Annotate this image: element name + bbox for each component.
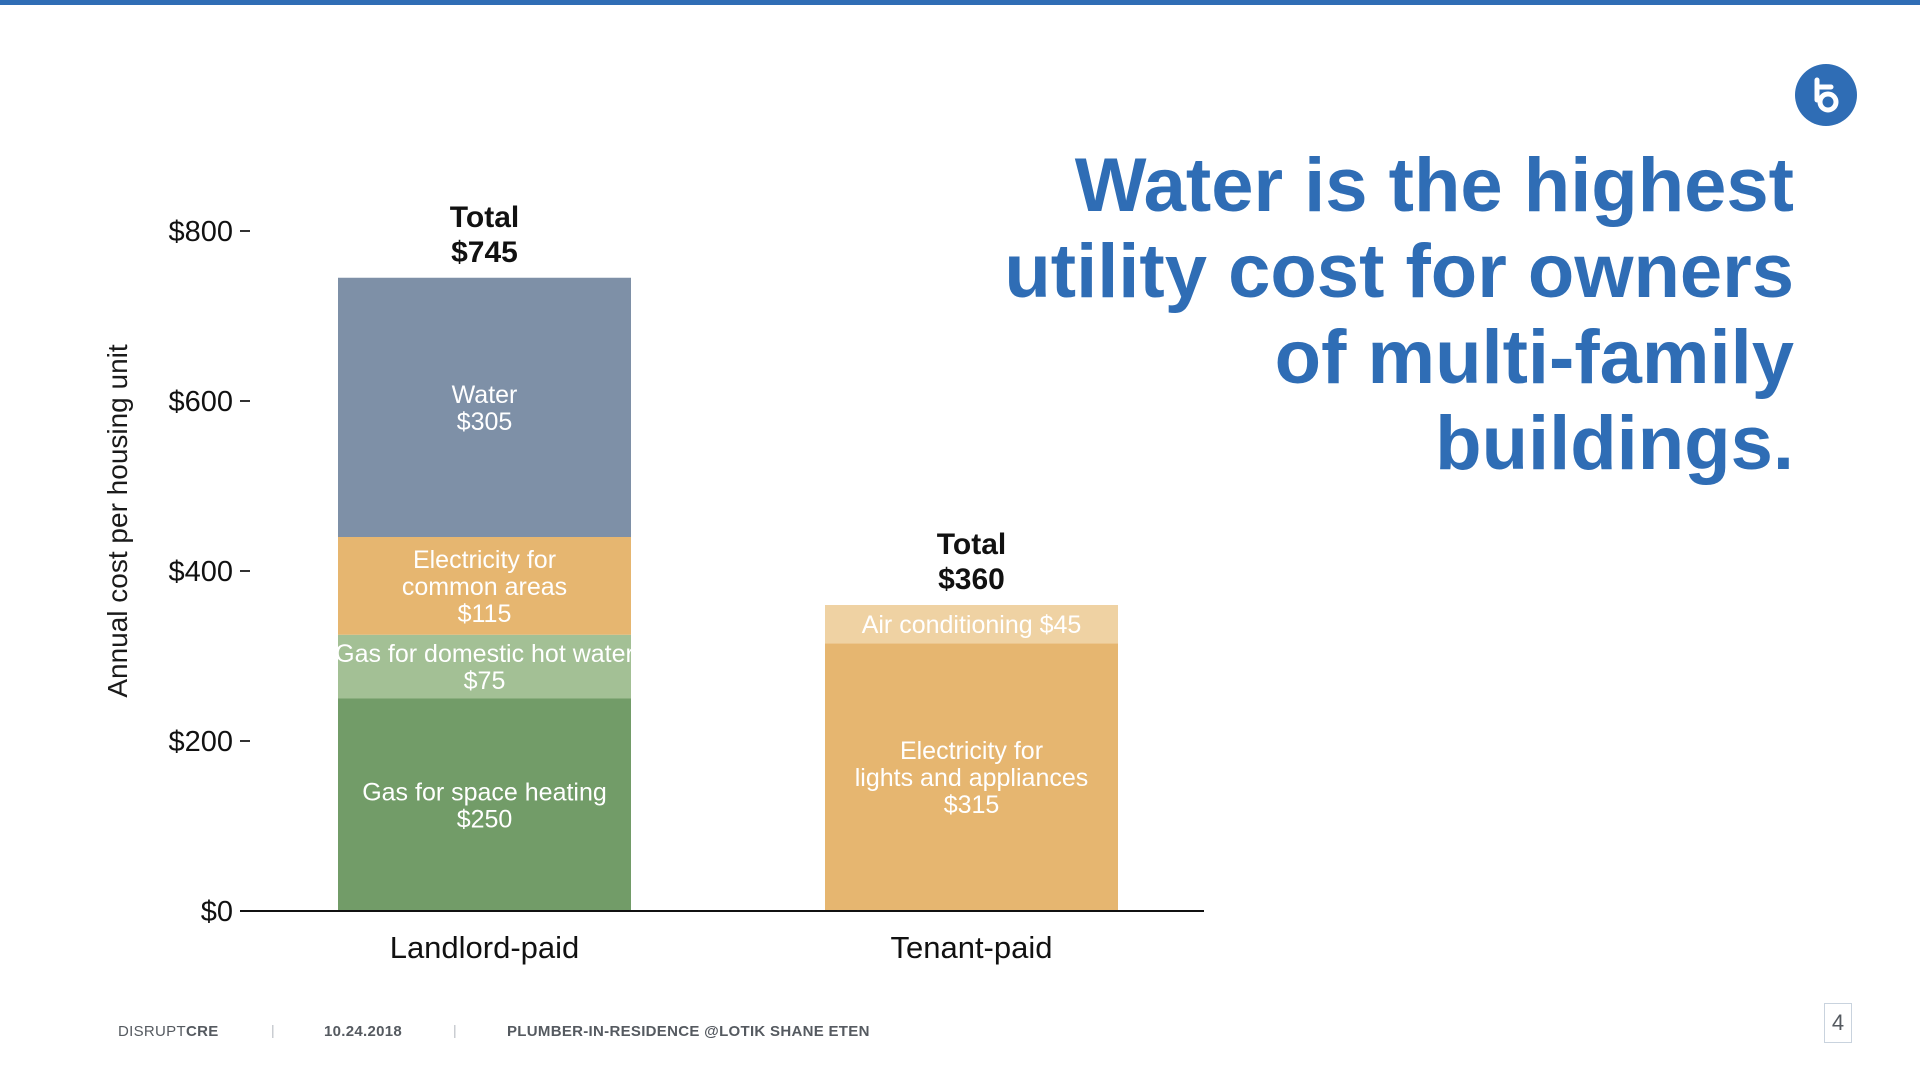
top-accent-rule xyxy=(0,0,1920,5)
footer-credit: PLUMBER-IN-RESIDENCE @LOTIK SHANE ETEN xyxy=(507,1023,870,1040)
segment-label: lights and appliances xyxy=(855,764,1089,792)
bar-segment xyxy=(825,643,1118,911)
bar-segment xyxy=(338,698,631,911)
footer-separator: | xyxy=(453,1022,457,1038)
segment-label: Water xyxy=(452,381,518,409)
segment-label: $315 xyxy=(944,791,1000,819)
segment-label: common areas xyxy=(402,573,567,601)
segment-label: Gas for domestic hot water xyxy=(335,640,634,668)
segment-label: $115 xyxy=(458,600,512,628)
segment-label: $75 xyxy=(464,667,506,695)
bar-segment xyxy=(338,277,631,537)
segment-label: Gas for space heating xyxy=(362,778,607,806)
headline-line: buildings. xyxy=(1435,401,1794,486)
total-value-label: $745 xyxy=(451,236,518,269)
footer-brand-light: DISRUPT xyxy=(118,1023,186,1040)
x-category-label: Tenant-paid xyxy=(890,930,1052,965)
page-number: 4 xyxy=(1824,1003,1852,1043)
y-tick-label: $200 xyxy=(168,726,233,758)
y-tick-label: $0 xyxy=(201,896,233,928)
bar-segment xyxy=(825,605,1118,644)
footer-brand: DISRUPTCRE xyxy=(118,1023,219,1040)
headline-line: utility cost for owners xyxy=(1004,229,1794,314)
y-tick-label: $800 xyxy=(168,216,233,248)
bar-segment xyxy=(338,537,631,635)
utility-cost-stacked-bar-chart: Annual cost per housing unit $0 $200 $400 $6… xyxy=(102,201,1204,965)
segment-label: $250 xyxy=(457,805,513,833)
y-tick-label: $400 xyxy=(168,556,233,588)
y-axis-title: Annual cost per housing unit xyxy=(102,344,133,698)
slide-headline: Water is the highest utility cost for ow… xyxy=(894,143,1794,487)
total-value-label: $360 xyxy=(938,563,1005,596)
headline-line: of multi-family xyxy=(1274,315,1794,400)
x-category-label: Landlord-paid xyxy=(390,930,580,965)
total-label: Total xyxy=(937,528,1006,561)
bar-segment xyxy=(338,634,631,699)
footer-separator: | xyxy=(271,1022,275,1038)
footer-brand-bold: CRE xyxy=(185,1023,219,1040)
segment-label: $305 xyxy=(457,408,513,436)
segment-label: Electricity for xyxy=(413,546,556,574)
segment-label: Air conditioning $45 xyxy=(862,611,1082,639)
footer-date: 10.24.2018 xyxy=(324,1023,403,1040)
lotik-logo-icon xyxy=(1795,64,1857,126)
segment-label: Electricity for xyxy=(900,737,1043,765)
total-label: Total xyxy=(450,201,519,234)
headline-line: Water is the highest xyxy=(1074,143,1794,228)
y-tick-label: $600 xyxy=(168,386,233,418)
